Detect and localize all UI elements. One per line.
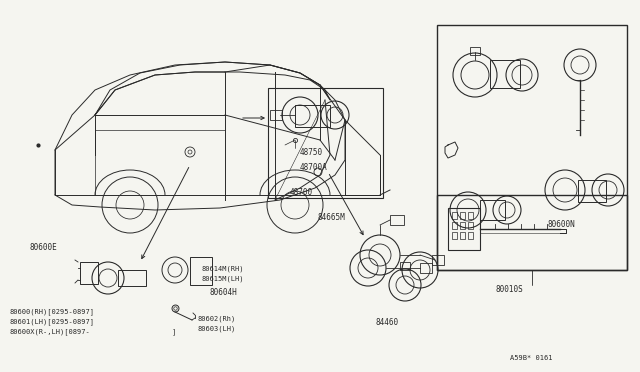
Bar — [437, 195, 627, 270]
Text: 80010S: 80010S — [496, 285, 524, 294]
Bar — [460, 222, 465, 229]
Text: 80600N: 80600N — [548, 220, 576, 229]
Text: 80614M(RH): 80614M(RH) — [202, 265, 244, 272]
Bar — [448, 208, 480, 250]
Text: 80600X(R-,LH)[0897-: 80600X(R-,LH)[0897- — [10, 328, 91, 335]
Bar — [468, 222, 473, 229]
Text: 80604H: 80604H — [210, 288, 237, 297]
Text: A59B* 0161: A59B* 0161 — [510, 355, 552, 361]
Bar — [437, 25, 627, 270]
Bar — [452, 212, 457, 219]
Bar — [578, 180, 606, 202]
Bar — [432, 255, 444, 265]
Text: 80602(Rh): 80602(Rh) — [198, 315, 236, 321]
Bar — [460, 212, 465, 219]
Text: 48700A: 48700A — [300, 163, 328, 172]
Bar — [80, 262, 98, 284]
Bar — [452, 222, 457, 229]
Bar — [470, 47, 480, 55]
Text: 48750: 48750 — [300, 148, 323, 157]
Bar — [460, 232, 465, 239]
Bar — [270, 110, 282, 120]
Bar — [268, 88, 383, 198]
Text: 80615M(LH): 80615M(LH) — [202, 275, 244, 282]
Bar — [118, 270, 146, 286]
Text: 84665M: 84665M — [318, 213, 346, 222]
Bar — [468, 232, 473, 239]
Text: 80600E: 80600E — [30, 243, 58, 252]
Bar — [480, 200, 505, 220]
Text: 84460: 84460 — [376, 318, 399, 327]
Bar — [190, 257, 212, 285]
Bar — [452, 232, 457, 239]
Text: 80601(LH)[0295-0897]: 80601(LH)[0295-0897] — [10, 318, 95, 325]
Text: ]: ] — [172, 328, 176, 335]
Bar — [390, 215, 404, 225]
Bar — [400, 262, 410, 270]
Text: 80600(RH)[0295-0897]: 80600(RH)[0295-0897] — [10, 308, 95, 315]
Text: 80603(LH): 80603(LH) — [198, 325, 236, 331]
Bar — [420, 263, 432, 273]
Text: 48700: 48700 — [290, 188, 313, 197]
Bar — [295, 105, 330, 127]
Bar — [490, 60, 520, 88]
Bar — [468, 212, 473, 219]
